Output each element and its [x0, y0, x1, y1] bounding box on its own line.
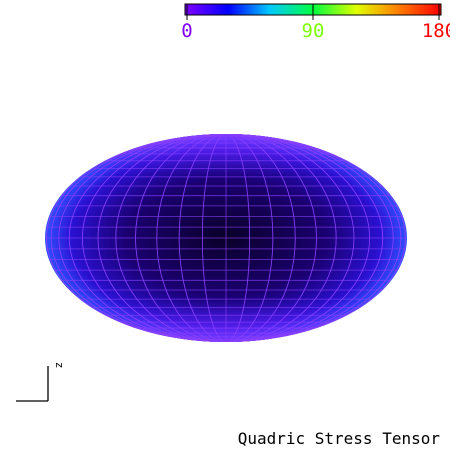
axes-triad: z [16, 362, 66, 402]
colorbar: 0 90 180 [181, 3, 450, 42]
caption: Quadric Stress Tensor [238, 429, 441, 448]
colorbar-tick-label: 180 [422, 20, 450, 42]
axis-label: z [53, 362, 66, 369]
tensor-glyph [45, 134, 407, 342]
colorbar-tick-label: 90 [302, 20, 325, 42]
colorbar-tick-label: 0 [181, 20, 192, 42]
